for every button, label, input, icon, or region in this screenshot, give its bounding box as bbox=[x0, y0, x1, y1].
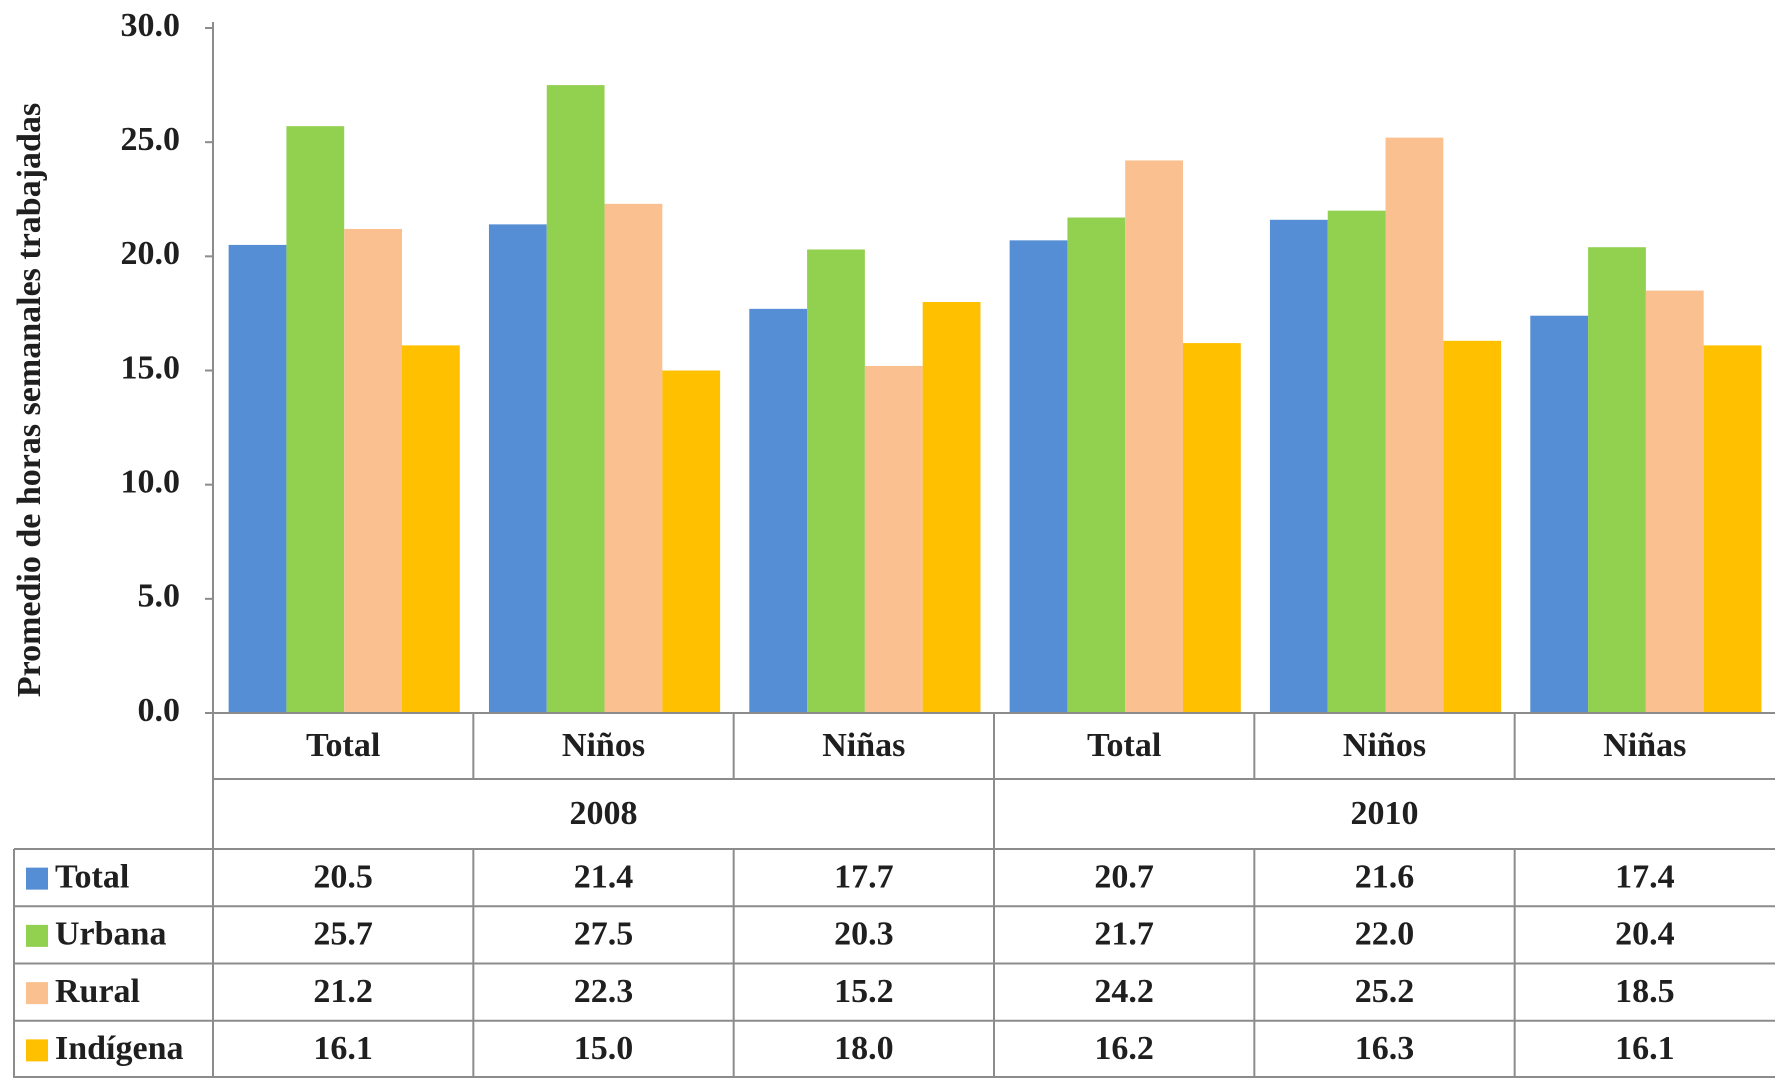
legend-label: Rural bbox=[55, 973, 140, 1010]
table-value: 16.1 bbox=[1615, 1030, 1675, 1067]
bar bbox=[1530, 315, 1589, 713]
group-label: 2010 bbox=[1351, 795, 1419, 832]
y-tick-label: 0.0 bbox=[138, 692, 181, 729]
table-value: 24.2 bbox=[1094, 973, 1154, 1010]
bar bbox=[864, 365, 923, 713]
legend-label: Total bbox=[55, 858, 129, 895]
bar bbox=[1588, 247, 1646, 713]
y-tick-label: 25.0 bbox=[121, 121, 181, 158]
table-value: 22.0 bbox=[1355, 916, 1415, 953]
legend-swatch bbox=[26, 867, 48, 890]
table-value: 21.7 bbox=[1094, 916, 1154, 953]
y-tick-label: 30.0 bbox=[121, 7, 181, 44]
table-value: 15.0 bbox=[574, 1030, 634, 1067]
legend-swatch bbox=[26, 1039, 48, 1062]
bar bbox=[1269, 219, 1328, 714]
bar bbox=[1009, 240, 1068, 713]
bar bbox=[402, 345, 460, 713]
bar bbox=[1703, 345, 1762, 713]
bar bbox=[488, 224, 547, 713]
y-tick-label: 10.0 bbox=[121, 463, 181, 500]
table-value: 20.7 bbox=[1094, 858, 1154, 895]
table-value: 16.1 bbox=[313, 1030, 373, 1067]
bar bbox=[1067, 217, 1126, 713]
bar bbox=[922, 302, 981, 713]
legend-label: Urbana bbox=[55, 916, 166, 953]
y-tick-label: 20.0 bbox=[121, 235, 181, 272]
table-value: 16.3 bbox=[1355, 1030, 1415, 1067]
bar bbox=[1327, 210, 1386, 713]
bar bbox=[1183, 343, 1241, 713]
table-value: 18.0 bbox=[834, 1030, 894, 1067]
bar bbox=[1443, 340, 1502, 713]
legend-swatch bbox=[26, 924, 48, 947]
bar bbox=[286, 126, 345, 713]
y-axis-label: Promedio de horas semanales trabajadas bbox=[11, 103, 48, 697]
x-tick-label: Total bbox=[306, 727, 380, 764]
bar bbox=[807, 249, 865, 713]
group-label: 2008 bbox=[570, 795, 638, 832]
x-tick-label: Niñas bbox=[822, 727, 905, 764]
bar bbox=[749, 308, 808, 713]
bar bbox=[1125, 160, 1184, 713]
table-value: 20.4 bbox=[1615, 916, 1675, 953]
table-value: 17.7 bbox=[834, 858, 894, 895]
table-value: 20.3 bbox=[834, 916, 894, 953]
bar bbox=[1645, 290, 1704, 713]
table-value: 25.2 bbox=[1355, 973, 1415, 1010]
bar bbox=[1385, 137, 1444, 714]
x-tick-label: Niños bbox=[562, 727, 645, 764]
table-value: 18.5 bbox=[1615, 973, 1675, 1010]
y-tick-label: 15.0 bbox=[121, 349, 181, 386]
table-value: 17.4 bbox=[1615, 858, 1675, 895]
bar bbox=[604, 203, 663, 714]
x-tick-label: Niñas bbox=[1603, 727, 1686, 764]
table-value: 21.2 bbox=[313, 973, 373, 1010]
bar bbox=[228, 244, 287, 713]
table-value: 16.2 bbox=[1094, 1030, 1154, 1067]
bar bbox=[344, 228, 403, 713]
table-value: 21.6 bbox=[1355, 858, 1415, 895]
table-value: 22.3 bbox=[574, 973, 634, 1010]
x-tick-label: Total bbox=[1087, 727, 1161, 764]
legend-swatch bbox=[26, 982, 48, 1005]
bar bbox=[546, 85, 605, 714]
table-value: 27.5 bbox=[574, 916, 634, 953]
table-value: 25.7 bbox=[313, 916, 373, 953]
y-tick-label: 5.0 bbox=[138, 578, 181, 615]
table-value: 15.2 bbox=[834, 973, 894, 1010]
legend-label: Indígena bbox=[55, 1030, 184, 1067]
table-value: 20.5 bbox=[313, 858, 373, 895]
bar bbox=[662, 370, 721, 713]
table-value: 21.4 bbox=[574, 858, 634, 895]
x-tick-label: Niños bbox=[1343, 727, 1426, 764]
